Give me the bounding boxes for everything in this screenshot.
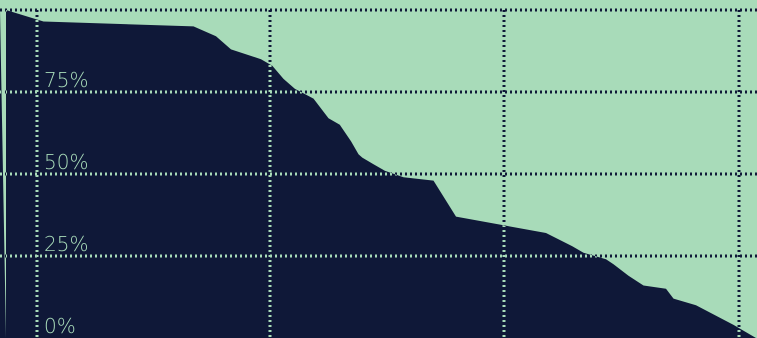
y-tick-label: 25% (44, 232, 88, 256)
y-tick-label: 50% (44, 150, 88, 174)
y-tick-labels: 0% 25% 50% 75% (44, 68, 88, 338)
y-tick-label: 0% (44, 314, 76, 338)
y-tick-label: 75% (44, 68, 88, 92)
